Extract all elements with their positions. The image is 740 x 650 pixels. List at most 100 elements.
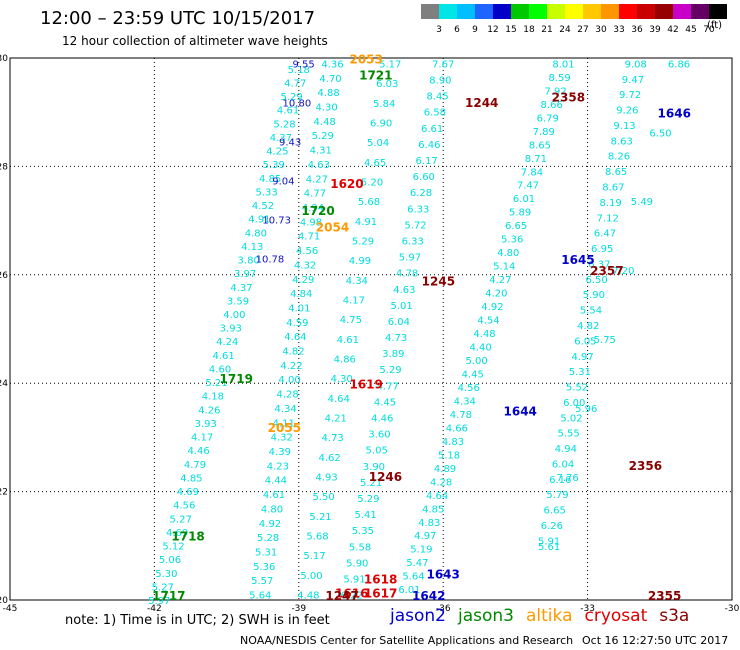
lon-tick-label: -39 (291, 604, 306, 612)
wave-height-value: 5.96 (575, 404, 597, 415)
timestamp: Oct 16 12:27:50 UTC 2017 (582, 634, 729, 647)
wave-height-value: 4.01 (288, 303, 310, 314)
wave-height-value: 6.50 (585, 275, 607, 286)
wave-height-value: 5.28 (257, 533, 279, 544)
wave-height-value: 10.73 (262, 216, 291, 227)
wave-height-value: 7.67 (432, 59, 454, 70)
color-bar-tick: 15 (505, 25, 516, 35)
wave-height-value: 8.59 (548, 73, 570, 84)
pass-time-label: 2358 (552, 90, 585, 104)
wave-height-value: 4.32 (294, 260, 316, 271)
satellite-legend: jason2 jason3 altika cryosat s3a (390, 606, 701, 626)
note-text: note: 1) Time is in UTC; 2) SWH is in fe… (65, 613, 330, 628)
wave-height-value: 4.52 (252, 201, 274, 212)
wave-height-value: 5.31 (255, 548, 277, 559)
wave-height-value: 4.40 (469, 343, 491, 354)
wave-height-value: 4.64 (284, 332, 306, 343)
wave-height-value: 6.16 (549, 475, 571, 486)
legend-cryosat: cryosat (584, 606, 648, 626)
wave-height-value: 5.41 (354, 510, 376, 521)
wave-height-value: 6.05 (574, 336, 596, 347)
wave-height-value: 5.39 (263, 160, 285, 171)
pass-time-label: 1617 (364, 586, 397, 600)
wave-height-value: 5.90 (583, 290, 605, 301)
lon-tick-label: -42 (147, 604, 162, 612)
color-bar-tick: 36 (631, 25, 643, 35)
wave-height-value: 4.99 (349, 256, 371, 267)
wave-height-value: 4.30 (331, 374, 353, 385)
wave-height-value: 6.95 (591, 244, 613, 255)
wave-height-value: 5.30 (155, 569, 177, 580)
wave-height-value: 6.79 (537, 113, 559, 124)
credit-text: NOAA/NESDIS Center for Satellite Applica… (240, 634, 574, 647)
wave-height-value: 6.03 (376, 79, 398, 90)
wave-height-value: 4.89 (434, 464, 456, 475)
color-bar-swatch (457, 4, 475, 19)
wave-height-value: 5.18 (288, 65, 310, 76)
pass-time-label: 2356 (629, 459, 662, 473)
wave-height-value: 5.50 (312, 492, 334, 503)
wave-height-value: 7.20 (612, 266, 634, 277)
wave-height-value: 6.33 (407, 204, 429, 215)
wave-height-value: 4.45 (374, 397, 396, 408)
color-bar-swatch (529, 4, 547, 19)
wave-height-value: 5.89 (509, 208, 531, 219)
lon-tick-label: -33 (580, 604, 595, 612)
wave-height-value: 4.61 (263, 490, 285, 501)
color-bar: 3 6 9 12 15 18 21 24 27 30 33 36 39 42 45 70 (421, 4, 727, 35)
wave-height-value: 4.63 (393, 285, 415, 296)
wave-height-value: 4.85 (180, 473, 202, 484)
wave-height-value: 3.90 (363, 462, 385, 473)
wave-height-value: 6.61 (421, 124, 443, 135)
wave-height-value: 10.78 (256, 255, 285, 266)
wave-height-value: 5.29 (352, 236, 374, 247)
wave-height-value: 5.97 (399, 253, 421, 264)
wave-height-value: 4.82 (282, 347, 304, 358)
color-bar-swatch (493, 4, 511, 19)
wave-height-value: 5.55 (558, 429, 580, 440)
track-s3a-1620: 6.22 5.91 5.90 5.58 5.35 5.41 5.29 5.21 3.90 5.05… (341, 59, 455, 601)
wave-height-value: 4.46 (187, 446, 209, 457)
color-bar-tick: 3 (436, 25, 442, 35)
track-s3a-2356: 5.61 7.76 5.96 5.75 7.20 5.49 6.50 6.86 (538, 59, 690, 552)
wave-height-value: 5.97 (148, 596, 170, 607)
wave-height-value: 4.66 (446, 423, 468, 434)
wave-height-value: 4.70 (319, 74, 341, 85)
wave-height-value: 5.64 (249, 591, 271, 602)
pass-time-label: 2355 (648, 589, 681, 603)
color-bar-swatch (439, 4, 457, 19)
wave-height-value: 4.26 (198, 405, 220, 416)
wave-height-value: 4.46 (371, 414, 393, 425)
wave-height-value: 4.94 (302, 203, 324, 214)
color-bar-tick: 39 (649, 25, 661, 35)
wave-height-value: 5.68 (306, 532, 328, 543)
wave-height-value: 6.01 (513, 194, 535, 205)
wave-height-value: 4.80 (245, 228, 267, 239)
wave-height-value: 4.28 (430, 477, 452, 488)
wave-height-value: 4.27 (489, 275, 511, 286)
pass-time-label: 1721 (359, 69, 392, 83)
wave-height-value: 4.69 (177, 487, 199, 498)
lat-tick-label: 20 (0, 596, 8, 606)
wave-height-value: 5.75 (594, 335, 616, 346)
wave-height-value: 4.65 (364, 158, 386, 169)
wave-height-value: 6.37 (588, 259, 610, 270)
wave-height-value: 5.58 (349, 542, 371, 553)
wave-height-value: 4.80 (261, 504, 283, 515)
wave-height-value: 4.56 (296, 246, 318, 257)
wave-height-value: 4.25 (266, 147, 288, 158)
wave-height-value: 8.66 (541, 100, 563, 111)
wave-height-value: 4.69 (166, 528, 188, 539)
pass-time-label: 1719 (220, 372, 253, 386)
wave-height-value: 4.97 (414, 531, 436, 542)
wave-height-value: 4.85 (259, 174, 281, 185)
pass-time-label: 1246 (369, 470, 402, 484)
wave-height-value: 4.54 (477, 316, 499, 327)
wave-height-value: 4.34 (275, 404, 297, 415)
wave-height-value: 4.92 (481, 302, 503, 313)
wave-height-value: 6.04 (388, 317, 410, 328)
wave-height-value: 5.68 (358, 197, 380, 208)
wave-height-value: 4.78 (396, 269, 418, 280)
color-bar-tick: 70 (703, 25, 715, 35)
wave-height-value: 5.33 (255, 187, 277, 198)
